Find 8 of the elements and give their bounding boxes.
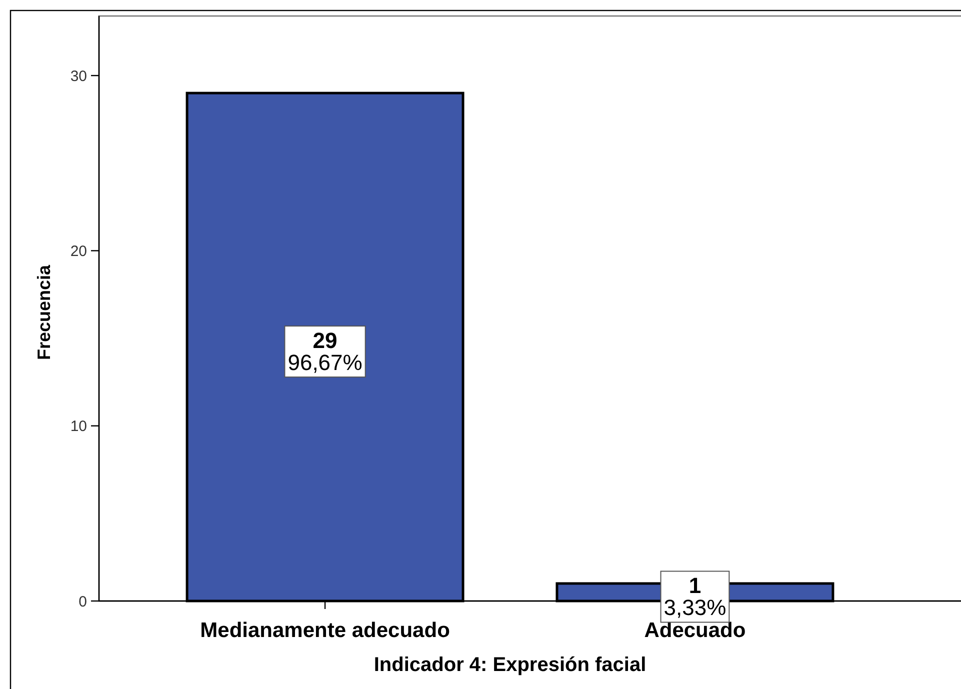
x-axis-title: Indicador 4: Expresión facial	[374, 654, 646, 676]
y-tick-label: 10	[70, 418, 87, 436]
y-tick-label: 30	[70, 68, 87, 85]
y-tick-label: 0	[78, 593, 87, 610]
y-axis-title: Frecuencia	[34, 264, 54, 360]
x-tick-label: Medianamente adecuado	[200, 619, 450, 642]
x-tick-label: Adecuado	[644, 619, 746, 642]
y-tick-label: 20	[70, 242, 87, 260]
